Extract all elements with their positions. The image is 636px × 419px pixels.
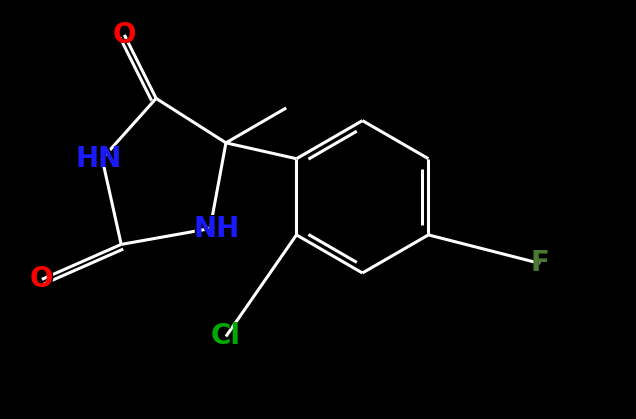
Text: HN: HN [76, 145, 122, 173]
Text: F: F [530, 249, 551, 278]
Text: O: O [29, 265, 55, 294]
Text: NH: NH [193, 215, 240, 243]
Text: O: O [111, 21, 137, 49]
Text: NH: NH [191, 214, 242, 243]
Text: O: O [113, 21, 136, 49]
Text: HN: HN [74, 144, 125, 173]
Text: O: O [30, 265, 53, 293]
Text: F: F [531, 249, 550, 277]
Text: Cl: Cl [211, 323, 241, 350]
Text: Cl: Cl [209, 322, 242, 351]
